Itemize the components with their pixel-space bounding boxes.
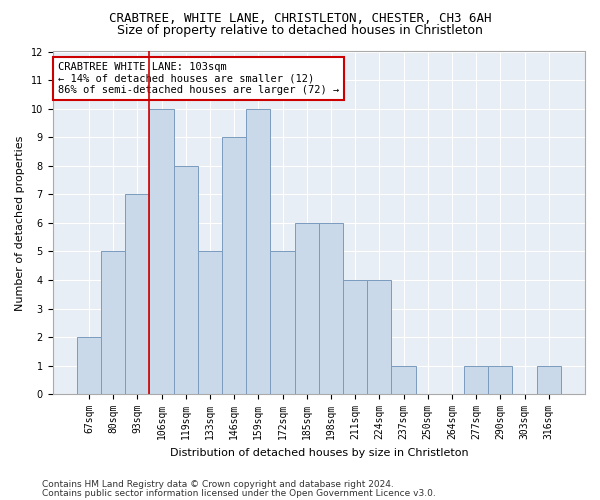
Text: Contains public sector information licensed under the Open Government Licence v3: Contains public sector information licen… [42, 488, 436, 498]
Bar [77, 337, 101, 394]
Bar [125, 194, 149, 394]
Bar [391, 366, 416, 394]
Bar [488, 366, 512, 394]
Bar [367, 280, 391, 394]
Bar [198, 252, 222, 394]
Bar [295, 223, 319, 394]
Bar [101, 252, 125, 394]
Bar [319, 223, 343, 394]
Bar [173, 166, 198, 394]
Text: Size of property relative to detached houses in Christleton: Size of property relative to detached ho… [117, 24, 483, 37]
Text: CRABTREE WHITE LANE: 103sqm
← 14% of detached houses are smaller (12)
86% of sem: CRABTREE WHITE LANE: 103sqm ← 14% of det… [58, 62, 339, 95]
Y-axis label: Number of detached properties: Number of detached properties [15, 135, 25, 310]
Bar [343, 280, 367, 394]
Text: CRABTREE, WHITE LANE, CHRISTLETON, CHESTER, CH3 6AH: CRABTREE, WHITE LANE, CHRISTLETON, CHEST… [109, 12, 491, 26]
Bar [246, 108, 271, 394]
Bar [222, 137, 246, 394]
Bar [536, 366, 561, 394]
Text: Contains HM Land Registry data © Crown copyright and database right 2024.: Contains HM Land Registry data © Crown c… [42, 480, 394, 489]
Bar [271, 252, 295, 394]
Bar [149, 108, 173, 394]
X-axis label: Distribution of detached houses by size in Christleton: Distribution of detached houses by size … [170, 448, 468, 458]
Bar [464, 366, 488, 394]
